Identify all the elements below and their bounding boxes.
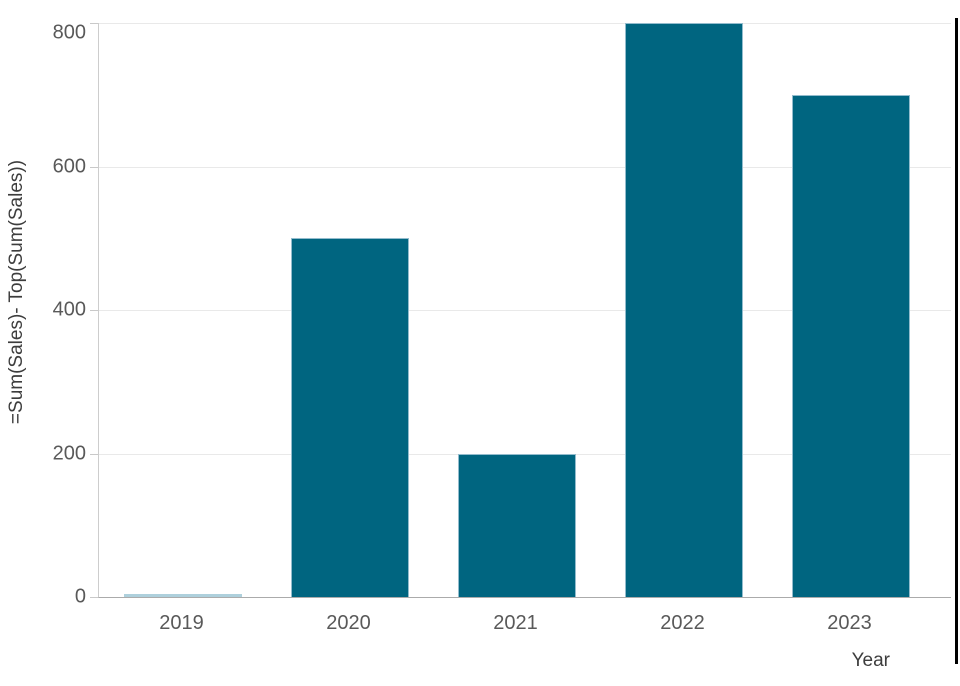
gridline-y-400 (99, 310, 951, 311)
bar-2022[interactable] (624, 23, 743, 597)
y-tick-label-0: 0 (74, 585, 86, 608)
y-tick-mark-400 (90, 310, 98, 311)
y-tick-label-800: 800 (52, 21, 86, 44)
y-tick-mark-800 (90, 23, 98, 24)
gridline-y-800 (99, 23, 951, 24)
x-tick-label-2022: 2022 (660, 612, 705, 634)
x-tick-label-2023: 2023 (827, 612, 872, 634)
screenshot-right-edge-line (955, 18, 958, 664)
bar-2020[interactable] (290, 238, 409, 597)
bar-2023[interactable] (791, 94, 910, 597)
plot-area (90, 23, 951, 598)
y-tick-mark-200 (90, 453, 98, 455)
x-tick-label-2019: 2019 (159, 612, 204, 634)
bar-2021[interactable] (457, 453, 576, 597)
y-tick-mark-600 (90, 166, 98, 168)
y-tick-label-600: 600 (52, 155, 86, 177)
x-tick-label-2021: 2021 (493, 612, 538, 634)
gridline-y-600 (99, 166, 951, 168)
x-tick-label-2020: 2020 (326, 612, 371, 634)
x-axis-title: Year (851, 650, 890, 671)
bar-2019[interactable] (123, 594, 242, 597)
y-tick-label-400: 400 (52, 298, 86, 321)
y-tick-label-200: 200 (52, 442, 86, 464)
y-tick-mark-0 (90, 597, 98, 598)
y-axis-title: =Sum(Sales)- Top(Sum(Sales)) (6, 159, 27, 425)
